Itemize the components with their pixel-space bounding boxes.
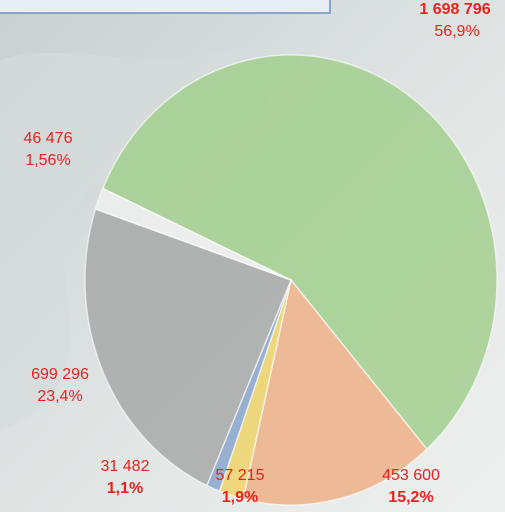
percent-label: 15,2% <box>388 489 433 506</box>
percent-label: 1,9% <box>222 489 258 506</box>
value-label: 699 296 <box>31 366 89 383</box>
value-label: 57 215 <box>216 467 265 484</box>
value-label: 46 476 <box>24 130 73 147</box>
pie-slice <box>94 187 292 281</box>
percent-label: 23,4% <box>37 388 82 405</box>
map-shape <box>0 51 273 431</box>
pie <box>84 54 498 506</box>
header-box <box>0 0 331 14</box>
pie-slice <box>101 54 498 451</box>
percent-label: 56,9% <box>434 23 479 40</box>
labels: 1 698 796 56,9% 453 600 15,2% 57 215 1,9% 31 4… <box>24 1 491 506</box>
value-label: 453 600 <box>382 467 440 484</box>
percent-label: 1,56% <box>25 152 70 169</box>
pie-slice <box>242 278 428 506</box>
pie-slice <box>84 208 292 487</box>
value-label: 31 482 <box>101 458 150 475</box>
percent-label: 1,1% <box>107 480 143 497</box>
value-label: 1 698 796 <box>419 1 490 18</box>
